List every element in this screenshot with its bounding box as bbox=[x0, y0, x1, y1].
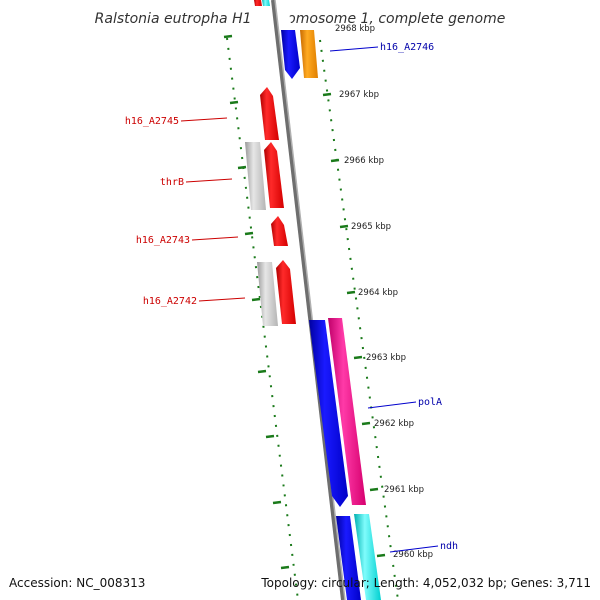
gene-pink[interactable] bbox=[328, 318, 366, 505]
position-label: 2965 kbp bbox=[351, 222, 391, 232]
gene-label[interactable]: thrB bbox=[160, 177, 184, 188]
genome-summary-text: Topology: circular; Length: 4,052,032 bp… bbox=[261, 576, 591, 590]
position-label: 2961 kbp bbox=[384, 485, 424, 495]
gene-label[interactable]: h16_A2746 bbox=[380, 42, 434, 53]
position-label: 2968 kbp bbox=[335, 24, 375, 34]
gene-h16_A2746[interactable] bbox=[281, 30, 300, 79]
map-title: Ralstonia eutropha H16 chromosome 1, com… bbox=[95, 11, 506, 27]
gene-ndh[interactable] bbox=[354, 514, 381, 600]
gene-grey-2[interactable] bbox=[257, 262, 278, 326]
position-label: 2964 kbp bbox=[358, 288, 398, 298]
accession-text: Accession: NC_008313 bbox=[9, 576, 146, 590]
gene-h16_A2742[interactable] bbox=[276, 260, 296, 324]
gene-label[interactable]: h16_A2743 bbox=[136, 235, 190, 246]
position-label: 2967 kbp bbox=[339, 90, 379, 100]
position-label: 2963 kbp bbox=[366, 353, 406, 363]
right-tick-track bbox=[319, 39, 399, 600]
gene-label[interactable]: h16_A2742 bbox=[143, 296, 197, 307]
callout-lines bbox=[180, 46, 439, 553]
gene-polA[interactable] bbox=[309, 320, 348, 507]
left-major-ticks bbox=[223, 34, 290, 570]
right-major-ticks bbox=[322, 92, 386, 558]
gene-label[interactable]: polA bbox=[418, 397, 442, 408]
gene-label[interactable]: ndh bbox=[440, 541, 458, 552]
gene-h16_A2745[interactable] bbox=[260, 87, 279, 140]
feature-top-cyan bbox=[262, 0, 270, 6]
position-label: 2960 kbp bbox=[393, 550, 433, 560]
chromosome-backbone bbox=[271, 0, 345, 600]
gene-orange[interactable] bbox=[300, 30, 318, 78]
position-label: 2962 kbp bbox=[374, 419, 414, 429]
position-label: 2966 kbp bbox=[344, 156, 384, 166]
gene-label[interactable]: h16_A2745 bbox=[125, 116, 179, 127]
gene-ndh-blue[interactable] bbox=[336, 516, 361, 600]
gene-grey-1[interactable] bbox=[245, 142, 266, 210]
gene-h16_A2743[interactable] bbox=[271, 216, 288, 246]
gene-thrB[interactable] bbox=[264, 142, 284, 208]
feature-top-red bbox=[254, 0, 262, 6]
